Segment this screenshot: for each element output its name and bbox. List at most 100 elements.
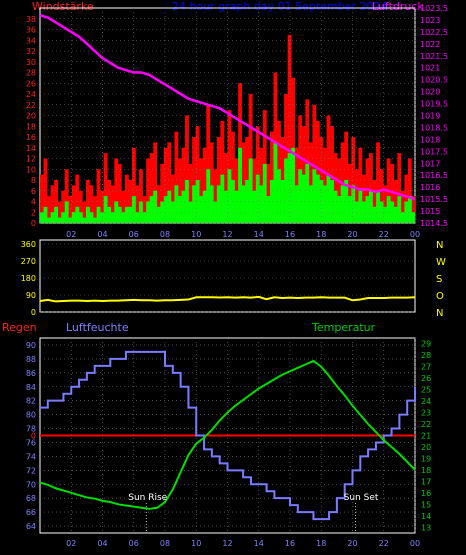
windgust-bar [202,190,207,223]
windgust-bar [93,217,97,223]
windspeed-bar [231,131,235,223]
windspeed-bar [383,185,387,223]
windgust-bar [404,201,409,223]
windgust-bar [149,196,154,223]
windspeed-bar [93,196,97,223]
windgust-bar [277,169,281,223]
windspeed-bar [177,158,182,223]
windspeed-bar [209,142,214,223]
windgust-bar [266,196,271,223]
wind-y-tick-label: 26 [26,79,36,88]
windgust-bar [397,196,402,223]
windgust-bar [372,206,377,223]
pressure-y-tick-label: 1015 [420,207,440,216]
windspeed-bar [89,185,94,223]
windgust-bar [199,196,204,223]
windspeed-bar [390,163,395,223]
humidity-y-tick-label: 88 [26,355,36,364]
pressure-y-tick-label: 1016 [420,183,440,192]
windgust-bar [287,153,292,223]
wind-x-tick-label: 00 [410,230,420,239]
windgust-bar [85,206,90,223]
windgust-bar [308,185,313,223]
windgust-bar [241,185,246,223]
windgust-bar [188,201,193,223]
wind-x-tick-label: 18 [316,230,326,239]
direction-y-tick-label: 0 [31,308,36,317]
sun-set-label: Sun Set [344,493,379,503]
windspeed-bar [188,163,193,223]
pressure-y-tick-label: 1021 [420,64,440,73]
wind-y-tick-label: 14 [26,144,36,153]
windspeed-bar [124,174,129,223]
temperature-y-tick-label: 22 [421,420,431,429]
wind-y-tick-label: 36 [26,26,36,35]
windgust-bar [40,212,44,223]
windgust-bar [163,196,168,223]
windgust-bar [107,206,112,223]
windspeed-bar [372,180,377,223]
windgust-bar [75,206,80,223]
direction-compass-label: N [436,240,443,251]
windgust-bar [393,206,398,223]
windspeed-bar [156,185,161,223]
windspeed-bar [167,142,172,223]
windspeed-bar [57,201,62,223]
humidity-y-tick-label: 80 [26,411,36,420]
windspeed-bar [216,137,221,223]
windgust-bar [160,201,165,223]
windgust-bar [223,190,228,223]
pressure-y-tick-label: 1017.5 [420,147,448,156]
pressure-y-tick-label: 1019 [420,112,440,121]
windspeed-bar [100,190,104,223]
windspeed-bar [117,163,122,223]
windspeed-bar [149,153,154,223]
windspeed-bar [330,126,334,223]
windspeed-bar [110,185,115,223]
windspeed-bar [337,158,342,223]
temperature-y-tick-label: 26 [421,374,431,383]
windgust-bar [255,174,260,223]
windspeed-bar [131,147,136,223]
pressure-y-tick-label: 1023 [420,16,440,25]
direction-compass-label: O [436,291,444,302]
humidity-x-tick-label: 22 [379,539,389,548]
windspeed-bar [407,158,412,223]
windgust-bar [298,169,303,223]
windgust-bar [315,174,320,223]
windspeed-bar [192,137,196,223]
humidity-x-tick-label: 06 [129,539,139,548]
windspeed-bar [103,153,108,223]
pressure-y-tick-label: 1018.5 [420,123,448,132]
windgust-bar [280,180,285,223]
wind-y-tick-label: 6 [31,187,36,196]
windspeed-bar [312,104,317,223]
direction-y-tick-label: 360 [21,240,36,249]
windgust-bar [269,180,274,223]
windspeed-bar [376,142,380,223]
windgust-bar [117,206,122,223]
windgust-bar [238,147,242,223]
pressure-y-tick-label: 1020 [420,88,440,97]
windgust-bar [407,196,412,223]
wind-y-tick-label: 34 [26,36,36,45]
pressure-y-tick-label: 1017 [420,159,440,168]
wind-x-tick-label: 08 [160,230,170,239]
pressure-series [39,13,416,201]
wind-x-tick-label: 20 [347,230,357,239]
temperature-y-tick-label: 14 [421,512,431,521]
windspeed-bar [68,196,73,223]
direction-y-tick-label: 90 [26,291,36,300]
wind-y-tick-label: 20 [26,112,36,121]
wind-y-tick-label: 2 [31,208,36,217]
windspeed-bar [128,180,133,223]
humidity-x-tick-label: 16 [285,539,295,548]
windgust-bar [400,212,405,223]
windgust-bar [142,212,147,223]
direction-grid [40,243,415,313]
pressure-y-tick-label: 1020.5 [420,76,448,85]
temperature-line [39,359,416,510]
humidity-y-tick-label: 82 [26,397,36,406]
wind-x-tick-label: 04 [97,230,107,239]
